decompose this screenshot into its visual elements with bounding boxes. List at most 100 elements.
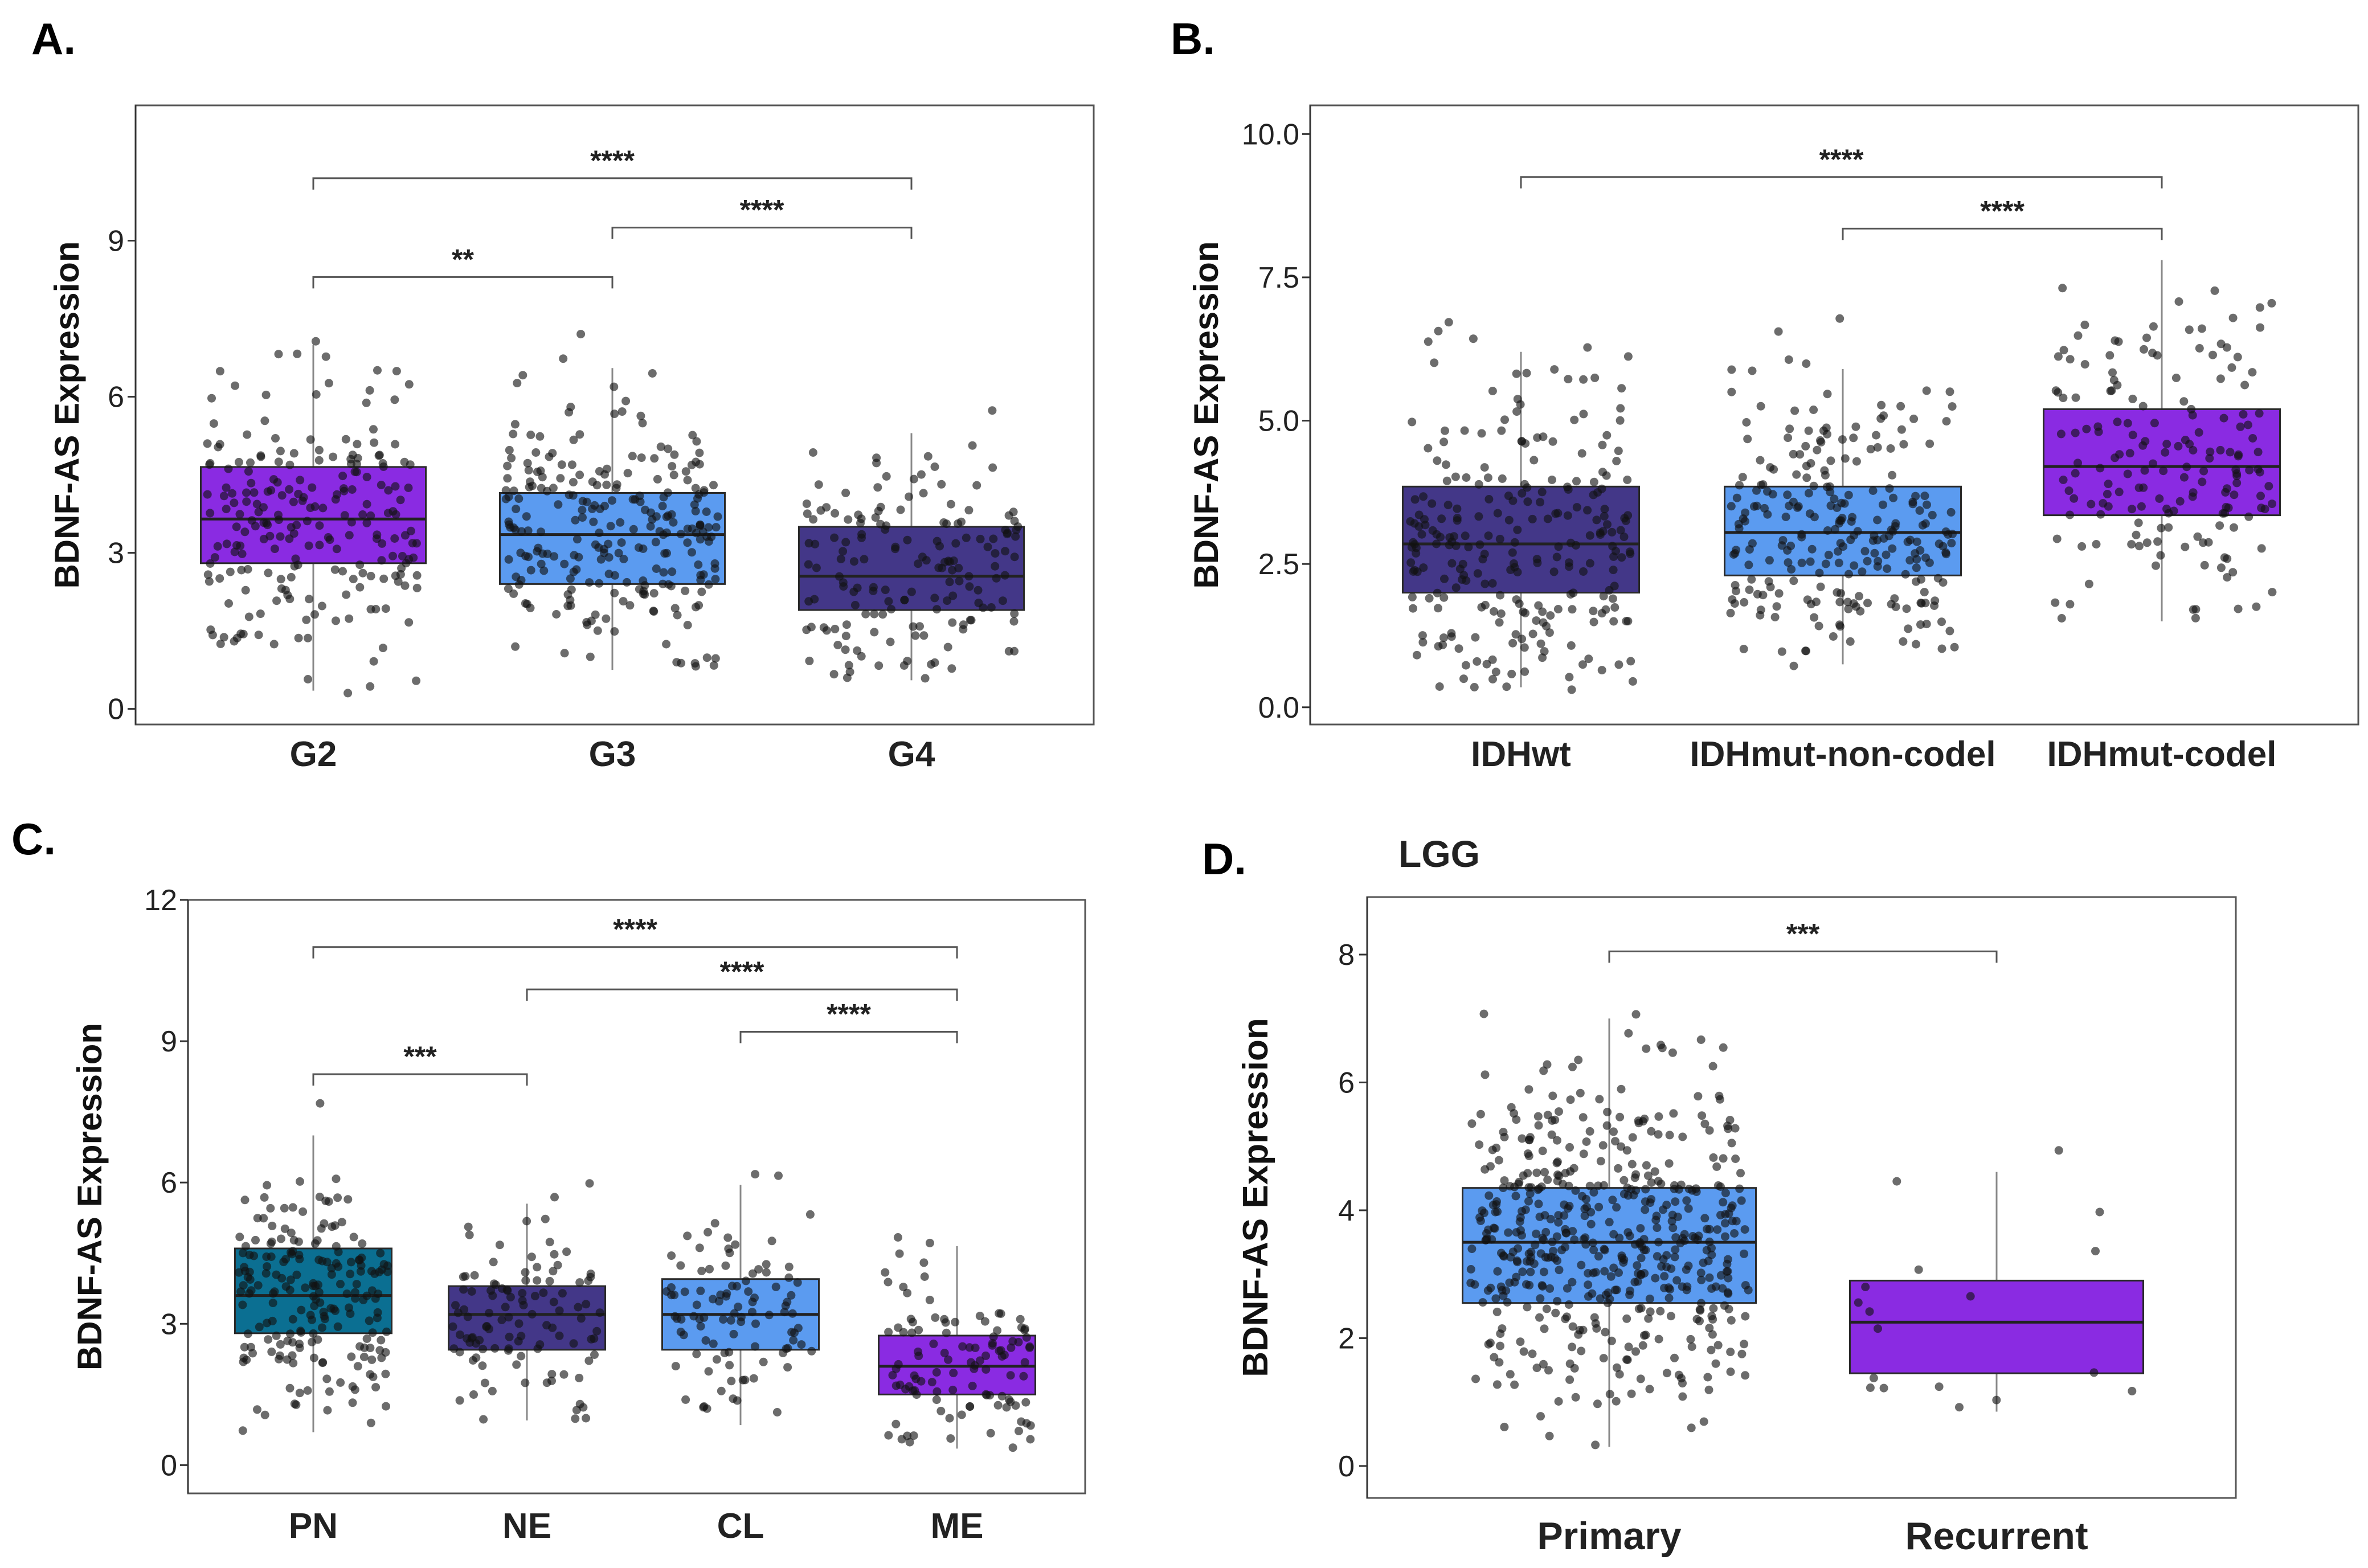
data-point — [702, 532, 711, 541]
data-point — [263, 1262, 272, 1271]
data-point — [667, 510, 676, 519]
data-point — [1646, 1307, 1655, 1316]
data-point — [748, 1308, 756, 1317]
data-point — [1708, 1330, 1717, 1339]
data-point — [277, 584, 286, 593]
data-point — [787, 1328, 796, 1337]
data-point — [2058, 284, 2067, 293]
data-point — [807, 1346, 816, 1356]
data-point — [1804, 426, 1813, 435]
data-point — [1822, 482, 1831, 492]
data-point — [957, 1410, 966, 1419]
data-point — [315, 521, 324, 530]
jitter-points — [662, 1170, 816, 1416]
data-point — [2066, 355, 2075, 364]
data-point — [272, 1331, 281, 1340]
data-point — [353, 440, 362, 449]
data-point — [884, 1431, 893, 1440]
data-point — [1696, 1306, 1705, 1315]
data-point — [1532, 616, 1541, 625]
data-point — [1515, 599, 1524, 608]
data-point — [371, 1294, 380, 1303]
data-point — [664, 444, 673, 453]
data-point — [377, 1336, 386, 1345]
data-point — [412, 676, 421, 685]
data-point — [287, 572, 296, 582]
data-point — [1496, 1341, 1504, 1350]
data-point — [377, 1353, 386, 1362]
data-point — [1534, 1121, 1543, 1130]
data-point — [1769, 465, 1778, 474]
data-point — [599, 544, 608, 554]
data-point — [287, 523, 296, 532]
data-point — [1937, 644, 1946, 653]
data-point — [518, 371, 527, 380]
data-point — [1603, 520, 1612, 529]
data-point — [342, 590, 351, 599]
data-point — [1554, 1218, 1563, 1227]
data-point — [332, 616, 340, 625]
data-point — [1711, 1282, 1720, 1291]
data-point — [491, 1280, 500, 1289]
data-point — [749, 1374, 758, 1383]
y-axis-title: BDNF-AS Expression — [71, 1023, 109, 1370]
data-point — [2185, 440, 2194, 449]
data-point — [1647, 1127, 1656, 1136]
data-point — [238, 1426, 247, 1435]
data-point — [592, 1327, 602, 1336]
jitter-points — [881, 1233, 1035, 1452]
data-point — [1593, 1399, 1602, 1409]
data-point — [280, 1224, 289, 1233]
data-point — [1511, 1192, 1520, 1201]
data-point — [1612, 457, 1621, 465]
data-point — [1807, 544, 1817, 554]
y-tick-label: 9 — [161, 1025, 177, 1058]
data-point — [586, 1270, 595, 1278]
data-point — [1605, 1218, 1614, 1227]
data-point — [2182, 462, 2191, 472]
box — [1849, 1279, 2144, 1374]
data-point — [228, 489, 237, 498]
data-point — [358, 510, 367, 519]
data-point — [1442, 460, 1450, 469]
data-point — [590, 1334, 599, 1343]
data-point — [362, 1334, 371, 1343]
data-point — [1565, 562, 1573, 571]
data-point — [1905, 556, 1915, 565]
data-point — [347, 518, 356, 527]
data-point — [2187, 404, 2196, 414]
data-point — [501, 486, 510, 495]
data-point — [709, 481, 718, 490]
data-point — [1622, 1355, 1631, 1364]
data-point — [1518, 1207, 1527, 1216]
data-point — [1713, 1225, 1722, 1234]
data-point — [1937, 617, 1946, 627]
data-point — [636, 411, 645, 420]
data-point — [1731, 549, 1740, 558]
data-point — [1466, 1265, 1475, 1274]
data-point — [276, 447, 285, 456]
data-point — [222, 505, 231, 514]
data-point — [245, 1267, 254, 1276]
data-point — [1453, 504, 1462, 513]
data-point — [1621, 517, 1630, 525]
data-point — [235, 1268, 243, 1277]
data-point — [1539, 1360, 1548, 1369]
data-point — [1435, 682, 1444, 691]
data-point — [269, 640, 279, 649]
data-point — [1617, 1254, 1626, 1263]
data-point — [285, 534, 294, 543]
data-point — [2089, 1368, 2099, 1377]
data-point — [314, 445, 324, 455]
y-tick-label: 5.0 — [1258, 405, 1299, 438]
data-point — [1652, 1211, 1661, 1221]
significance-bracket: *** — [1608, 918, 1998, 963]
data-point — [931, 1313, 940, 1322]
data-point — [275, 515, 283, 525]
data-point — [289, 449, 298, 458]
data-point — [1434, 604, 1442, 613]
panel-letter: A. — [31, 14, 76, 64]
data-point — [215, 574, 224, 583]
y-tick-label: 9 — [108, 224, 124, 257]
data-point — [1922, 620, 1931, 629]
